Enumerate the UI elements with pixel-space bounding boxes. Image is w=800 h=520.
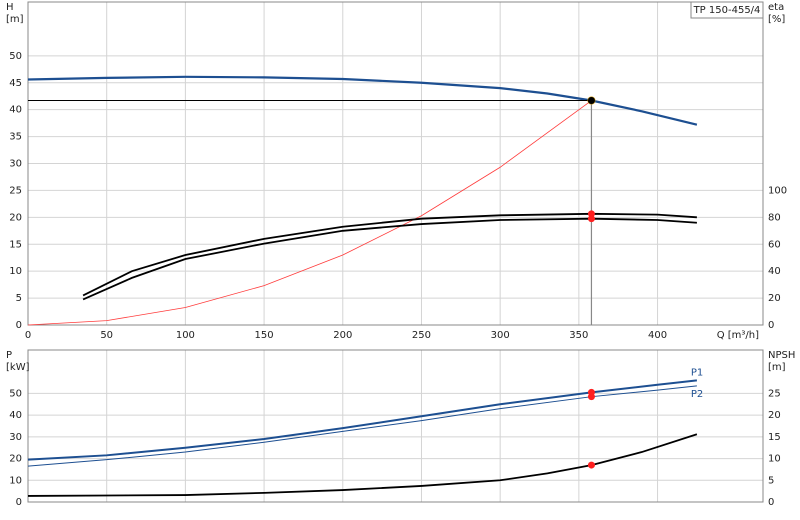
series-line (82, 217, 697, 301)
x-tick-label: 100 (176, 330, 195, 341)
x-tick-label: 150 (255, 330, 274, 341)
series-line (27, 433, 698, 497)
duty-point (587, 215, 595, 223)
y2-axis-unit: [%] (768, 14, 785, 25)
duty-point (587, 210, 595, 218)
y2-axis-unit: [m] (768, 362, 786, 373)
x-axis-label: Q [m³/h] (717, 330, 759, 341)
x-tick-label: 400 (648, 330, 667, 341)
y2-tick-label: 40 (768, 266, 781, 277)
y2-tick-label: 10 (768, 454, 781, 465)
x-tick-label: 0 (25, 330, 31, 341)
y2-tick-label: 5 (768, 475, 774, 486)
y2-tick-label: 80 (768, 212, 781, 223)
y2-tick-label: 15 (768, 432, 781, 443)
y-tick-label: 40 (9, 410, 22, 421)
y-tick-label: 30 (9, 432, 22, 443)
x-tick-label: 350 (569, 330, 588, 341)
y-axis-unit: [m] (6, 14, 24, 25)
y-tick-label: 10 (9, 475, 22, 486)
y-tick-label: 40 (9, 105, 22, 116)
y2-tick-label: 60 (768, 239, 781, 250)
y-tick-label: 35 (9, 132, 22, 143)
y-tick-label: 0 (16, 497, 22, 508)
x-tick-label: 50 (100, 330, 113, 341)
y-tick-label: 30 (9, 159, 22, 170)
series-line (27, 100, 592, 326)
y-axis-label: P (6, 350, 12, 361)
y-axis-label: H (6, 2, 14, 13)
x-tick-label: 200 (333, 330, 352, 341)
y2-tick-label: 100 (768, 185, 787, 196)
y2-axis-label: eta (768, 2, 784, 13)
y2-tick-label: 25 (768, 388, 781, 399)
title-box (690, 1, 764, 19)
y2-tick-label: 20 (768, 410, 781, 421)
plot-frame (27, 1, 764, 326)
duty-point (587, 97, 595, 105)
y-axis-unit: [kW] (6, 362, 30, 373)
y-tick-label: 50 (9, 51, 22, 62)
y-tick-label: 20 (9, 454, 22, 465)
series-line (27, 75, 698, 126)
x-tick-label: 250 (412, 330, 431, 341)
y2-tick-label: 0 (768, 497, 774, 508)
y-tick-label: 5 (16, 293, 22, 304)
y-tick-label: 15 (9, 239, 22, 250)
x-tick-label: 300 (491, 330, 510, 341)
y-tick-label: 25 (9, 185, 22, 196)
duty-point (587, 393, 595, 401)
y2-axis-label: NPSH (768, 350, 795, 361)
y2-tick-label: 0 (768, 320, 774, 331)
legend-label: P1 (691, 367, 703, 378)
y-tick-label: 45 (9, 78, 22, 89)
y-tick-label: 20 (9, 212, 22, 223)
y-tick-label: 0 (16, 320, 22, 331)
plot-frame (27, 349, 764, 503)
series-line (27, 385, 697, 467)
y-tick-label: 50 (9, 388, 22, 399)
series-line (27, 379, 698, 461)
duty-point (587, 461, 595, 469)
legend-label: P2 (691, 389, 703, 400)
y2-tick-label: 20 (768, 293, 781, 304)
chart-title: TP 150-455/4 (693, 5, 761, 16)
series-line (82, 212, 697, 297)
y-tick-label: 10 (9, 266, 22, 277)
